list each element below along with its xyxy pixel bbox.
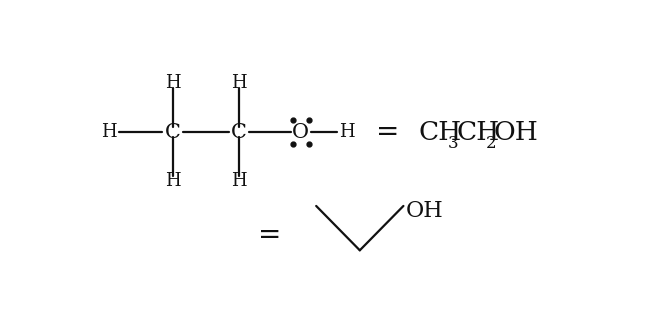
Text: =: = (258, 222, 282, 249)
Text: 2: 2 (485, 135, 496, 152)
Text: O: O (293, 123, 309, 141)
Text: CH: CH (419, 120, 462, 145)
Text: H: H (339, 123, 355, 141)
Text: H: H (232, 172, 247, 190)
Text: 3: 3 (448, 135, 459, 152)
Text: CH: CH (456, 120, 500, 145)
Text: =: = (376, 118, 400, 146)
Text: C: C (165, 123, 181, 141)
Text: OH: OH (493, 120, 538, 145)
Text: C: C (231, 123, 247, 141)
Text: OH: OH (406, 200, 444, 222)
Text: H: H (165, 74, 180, 92)
Text: H: H (232, 74, 247, 92)
Text: H: H (101, 123, 117, 141)
Text: H: H (165, 172, 180, 190)
